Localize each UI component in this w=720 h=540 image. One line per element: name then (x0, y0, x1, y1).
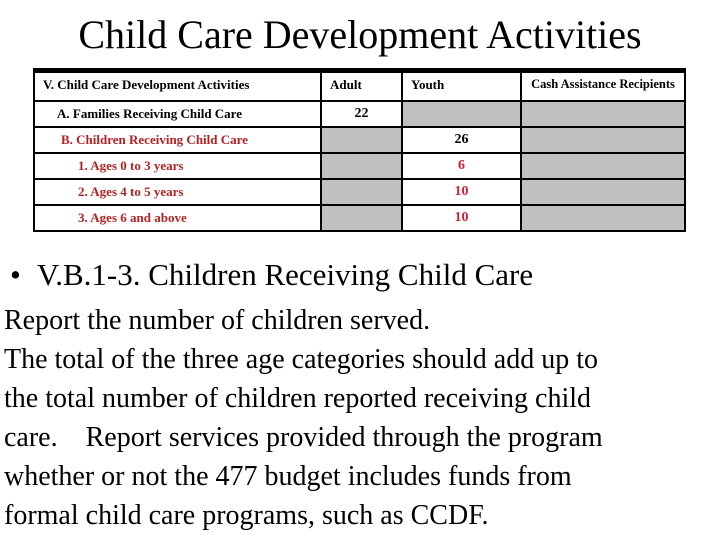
column-header-youth: Youth (401, 69, 522, 102)
bullet-text: V.B.1-3. Children Receiving Child Care (36, 257, 534, 292)
column-header-cash-assistance: Cash Assistance Recipients (520, 69, 686, 102)
youth-value-cell: 6 (401, 152, 522, 180)
row-label: 1. Ages 0 to 3 years (33, 152, 322, 180)
table-row-families-receiving-child-care: A. Families Receiving Child Care 22 (33, 100, 686, 128)
youth-value-cell: 26 (401, 126, 522, 154)
cash-assistance-value-cell (520, 126, 686, 154)
cash-assistance-value-cell (520, 178, 686, 206)
activities-table: V. Child Care Development Activities Adu… (33, 68, 686, 232)
adult-value-cell (320, 178, 403, 206)
table-row-ages-4-to-5: 2. Ages 4 to 5 years 10 (33, 178, 686, 206)
body-paragraph-report: Report the number of children served. (4, 305, 431, 336)
bullet-item: • V.B.1-3. Children Receiving Child Care (10, 255, 533, 295)
slide-title: Child Care Development Activities (78, 12, 642, 57)
table-row-ages-0-to-3: 1. Ages 0 to 3 years 6 (33, 152, 686, 180)
youth-value-cell: 10 (401, 178, 522, 206)
table-row-children-receiving-child-care: B. Children Receiving Child Care 26 (33, 126, 686, 154)
cash-assistance-value-cell (520, 152, 686, 180)
adult-value-cell (320, 152, 403, 180)
row-label: 3. Ages 6 and above (33, 204, 322, 232)
table-header-row: V. Child Care Development Activities Adu… (33, 69, 686, 102)
youth-value-cell (401, 100, 522, 128)
row-label: B. Children Receiving Child Care (33, 126, 322, 154)
column-header-activities: V. Child Care Development Activities (33, 69, 322, 102)
row-label: 2. Ages 4 to 5 years (33, 178, 322, 206)
adult-value-cell (320, 126, 403, 154)
cash-assistance-value-cell (520, 204, 686, 232)
row-label: A. Families Receiving Child Care (33, 100, 322, 128)
adult-value-cell (320, 204, 403, 232)
adult-value-cell: 22 (320, 100, 403, 128)
cash-assistance-value-cell (520, 100, 686, 128)
column-header-adult: Adult (320, 69, 403, 102)
youth-value-cell: 10 (401, 204, 522, 232)
bullet-icon: • (10, 257, 21, 292)
table-row-ages-6-and-above: 3. Ages 6 and above 10 (33, 204, 686, 232)
body-paragraph-total: The total of the three age categories sh… (4, 344, 603, 531)
